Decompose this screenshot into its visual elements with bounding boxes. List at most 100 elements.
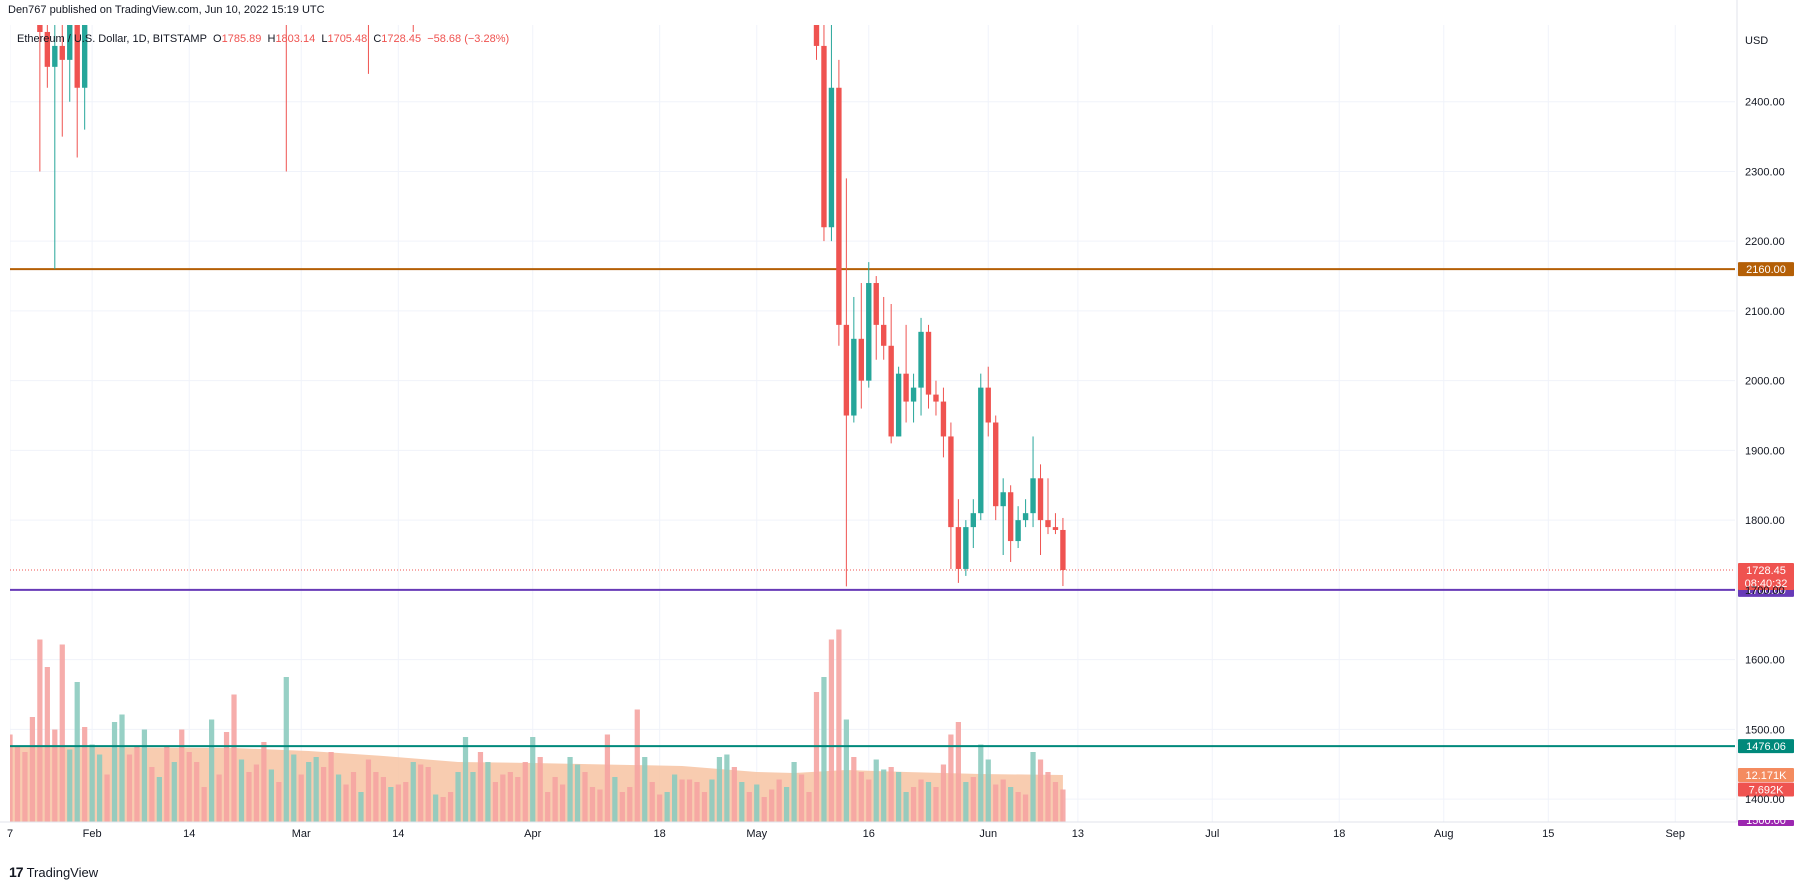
candle-body: [843, 324, 850, 416]
volume-bar: [537, 757, 543, 822]
volume-bar: [574, 764, 581, 822]
volume-bar: [694, 782, 700, 822]
volume-bar: [119, 714, 125, 822]
time-tick-label: 13: [1072, 828, 1084, 840]
volume-bar: [507, 772, 513, 822]
volume-bar: [365, 759, 372, 822]
volume-bar: [597, 789, 603, 822]
volume-bar: [754, 784, 760, 822]
price-tick-label: 2200.00: [1745, 236, 1785, 248]
volume-bar: [10, 734, 13, 822]
volume-bar: [955, 722, 961, 822]
volume-bar: [836, 629, 842, 822]
volume-bar: [896, 772, 902, 822]
high-value: 1803.14: [275, 33, 316, 45]
candle-body: [52, 45, 58, 67]
price-axis[interactable]: USD 1400.00 1500.00 1600.00 1700.00 1800.00 19…: [1736, 0, 1785, 822]
volume-bar: [619, 792, 625, 822]
volume-bar: [1037, 759, 1044, 822]
volume-bar: [380, 777, 386, 822]
volume-bar: [627, 787, 633, 822]
volume-bar: [37, 639, 43, 822]
candle-body: [1060, 529, 1066, 571]
volume-bar: [186, 752, 192, 822]
volume-bar: [485, 762, 491, 822]
volume-bar: [746, 792, 752, 822]
candle-body: [1037, 478, 1044, 521]
candle-body: [813, 25, 820, 46]
time-tick-label: Mar: [292, 828, 311, 840]
price-tick-label: 1900.00: [1745, 445, 1785, 457]
volume-bar: [559, 784, 566, 822]
volume-bar: [74, 682, 80, 822]
volume-bar: [739, 782, 745, 822]
close-label: C: [373, 33, 382, 45]
volume-bar: [231, 694, 237, 822]
volume-bar: [985, 759, 991, 822]
volume-bar: [433, 794, 439, 822]
candle-body: [1000, 492, 1006, 507]
volume-bar: [1000, 779, 1006, 822]
volume-bar: [589, 787, 596, 822]
volume-bar: [410, 762, 416, 822]
volume-bar: [1060, 789, 1066, 822]
volume-bar: [268, 769, 274, 822]
volume-last-label: 7.692K: [1749, 785, 1785, 797]
symbol-legend[interactable]: Ethereum / U.S. Dollar, 1D, BITSTAMP O17…: [17, 33, 509, 45]
volume-bar: [253, 764, 260, 822]
currency-label: USD: [1745, 35, 1768, 47]
volume-bar: [425, 767, 431, 822]
volume-ma-badge: [1738, 768, 1794, 782]
time-tick-label: Feb: [83, 828, 102, 840]
volume-bar: [328, 752, 334, 822]
volume-bar: [784, 787, 790, 822]
volume-bar: [321, 767, 327, 822]
volume-bar: [522, 762, 528, 822]
volume-bar: [261, 742, 267, 822]
volume-bar: [851, 757, 857, 822]
low-value: 1705.48: [327, 33, 368, 45]
candle-body: [828, 87, 835, 228]
volume-bar: [686, 779, 693, 822]
volume-bar: [14, 747, 21, 822]
volume-bar: [515, 777, 521, 822]
time-axis[interactable]: 7 Feb 14 Mar 14 Apr 18 May 16 Jun 13 Jul 18 Aug 15 Sep: [0, 821, 1737, 840]
candle-body: [81, 25, 88, 88]
volume-bar: [67, 749, 73, 822]
volume-bar: [858, 772, 864, 822]
candle-body: [366, 0, 371, 4]
volume-bar: [156, 777, 162, 822]
volume-bar: [970, 777, 976, 822]
volume-last-badge: [1738, 782, 1794, 797]
time-tick-label: 16: [863, 828, 875, 840]
candle-body: [67, 25, 73, 60]
candle-body: [59, 45, 65, 60]
volume-bar: [731, 767, 737, 822]
volume-bar: [335, 774, 342, 822]
volume-bar: [724, 754, 730, 822]
volume-bar: [306, 762, 312, 822]
volume-bar: [89, 744, 95, 822]
volume-bar: [22, 752, 28, 822]
candle-body: [910, 387, 917, 402]
price-tick-label: 2400.00: [1745, 97, 1785, 109]
symbol-title: Ethereum / U.S. Dollar, 1D, BITSTAMP: [17, 33, 207, 45]
volume-bar: [126, 754, 133, 822]
volume-bar: [358, 792, 364, 822]
price-tick-label: 1400.00: [1745, 794, 1785, 806]
volume-bar: [828, 639, 835, 822]
volume-bar: [813, 692, 820, 822]
volume-bar: [552, 777, 558, 822]
volume-bottom-label: 1500.00: [1746, 815, 1786, 827]
candle-body: [970, 513, 976, 528]
volume-bar: [769, 789, 775, 822]
volume-bar: [164, 747, 170, 822]
volume-bar: [567, 757, 573, 822]
change-value: −58.68 (−3.28%): [427, 33, 510, 45]
open-value: 1785.89: [221, 33, 262, 45]
candle-body: [940, 401, 947, 437]
volume-bar: [716, 757, 723, 822]
tradingview-footer[interactable]: 17 TradingView: [9, 864, 98, 880]
